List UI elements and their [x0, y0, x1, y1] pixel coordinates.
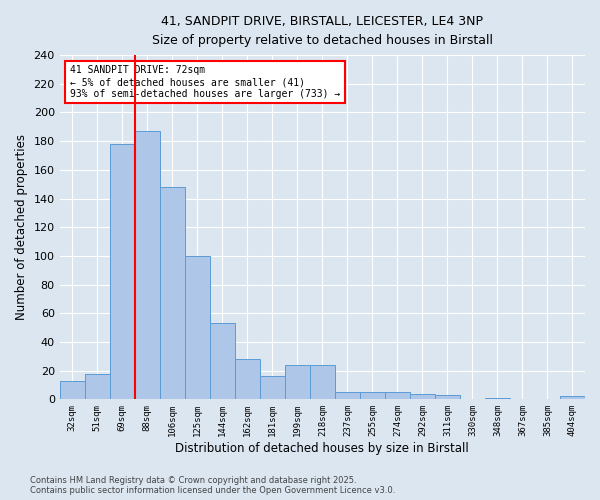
Text: 41 SANDPIT DRIVE: 72sqm
← 5% of detached houses are smaller (41)
93% of semi-det: 41 SANDPIT DRIVE: 72sqm ← 5% of detached…: [70, 66, 340, 98]
Bar: [360, 392, 385, 400]
Bar: [260, 376, 285, 400]
Bar: [110, 144, 135, 400]
Bar: [285, 365, 310, 400]
Bar: [410, 394, 435, 400]
Bar: [59, 380, 85, 400]
Bar: [485, 398, 510, 400]
X-axis label: Distribution of detached houses by size in Birstall: Distribution of detached houses by size …: [175, 442, 469, 455]
Y-axis label: Number of detached properties: Number of detached properties: [15, 134, 28, 320]
Bar: [85, 374, 110, 400]
Bar: [335, 392, 360, 400]
Title: 41, SANDPIT DRIVE, BIRSTALL, LEICESTER, LE4 3NP
Size of property relative to det: 41, SANDPIT DRIVE, BIRSTALL, LEICESTER, …: [152, 15, 493, 47]
Bar: [135, 131, 160, 400]
Bar: [210, 324, 235, 400]
Bar: [385, 392, 410, 400]
Bar: [435, 395, 460, 400]
Bar: [235, 359, 260, 400]
Bar: [310, 365, 335, 400]
Text: Contains HM Land Registry data © Crown copyright and database right 2025.
Contai: Contains HM Land Registry data © Crown c…: [30, 476, 395, 495]
Bar: [560, 396, 585, 400]
Bar: [160, 187, 185, 400]
Bar: [185, 256, 210, 400]
